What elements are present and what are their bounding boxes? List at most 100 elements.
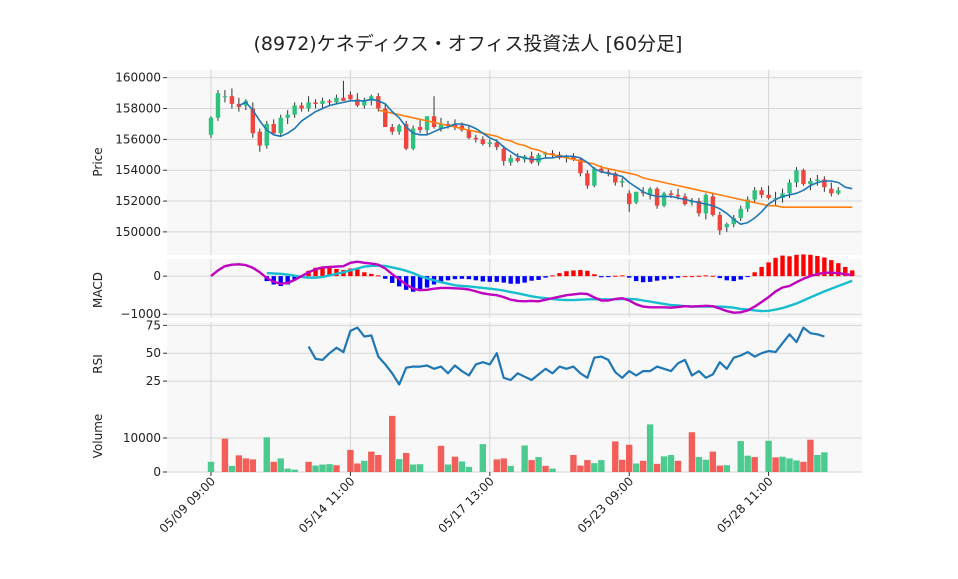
candle-body (376, 96, 381, 109)
volume-bar (744, 455, 751, 472)
volume-bar (361, 460, 368, 472)
candle-body (250, 108, 256, 134)
macd-hist-bar (717, 276, 723, 279)
candle (592, 167, 597, 188)
volume-bar (660, 456, 668, 472)
candle-body (620, 181, 625, 183)
volume-bar (598, 460, 605, 472)
macd-hist-bar (487, 276, 492, 282)
candle-body (306, 102, 311, 109)
macd-hist-bar (271, 276, 276, 285)
macd-hist-bar (822, 257, 827, 277)
candle-body (724, 224, 729, 228)
volume-bar (695, 457, 703, 472)
candle (633, 191, 639, 205)
volume-bar (312, 465, 319, 472)
candle-body (390, 127, 395, 132)
candle (724, 222, 729, 232)
macd-hist-bar (515, 276, 520, 284)
volume-ytick-label-1: 10000 (123, 431, 161, 445)
volume-bar (291, 469, 298, 472)
xtick-label-2: 05/17 13:00 (435, 474, 497, 536)
candle-body (348, 94, 353, 100)
macd-hist-bar (801, 254, 806, 277)
candle-body (738, 208, 743, 218)
macd-hist-bar (466, 276, 472, 280)
volume-bar (319, 464, 326, 472)
candle-body (341, 97, 346, 101)
volume-bar (584, 460, 591, 472)
volume-bar (639, 460, 647, 472)
candle-body (627, 193, 632, 205)
macd-hist-bar (396, 276, 402, 287)
candle (306, 96, 311, 112)
macd-hist-bar (787, 256, 792, 277)
volume-bar (577, 465, 584, 472)
macd-hist-bar (508, 276, 513, 284)
candle (313, 99, 318, 109)
candle (292, 102, 297, 118)
candle (341, 80, 346, 101)
candle-body (696, 201, 702, 214)
macd-hist-bar (794, 254, 799, 277)
candle (320, 97, 325, 109)
candle-body (424, 116, 430, 131)
macd-panel-bg (167, 259, 862, 318)
volume-bar (277, 458, 284, 472)
macd-hist-bar (543, 276, 548, 278)
candle-body (571, 156, 576, 160)
candle (222, 90, 228, 103)
candle-body (334, 97, 339, 103)
volume-bar (458, 461, 466, 472)
macd-hist-bar (661, 276, 667, 280)
volume-bar (284, 468, 291, 472)
candle-body (229, 96, 235, 104)
candle (766, 185, 771, 200)
candle-body (759, 190, 764, 195)
volume-bar (535, 457, 542, 472)
price-ytick-label-4: 158000 (115, 102, 161, 116)
candle (327, 99, 332, 106)
price-panel-bg (167, 70, 862, 255)
volume-bar (667, 455, 675, 472)
volume-bar (347, 449, 354, 472)
macd-hist-bar (459, 276, 465, 279)
macd-hist-bar (585, 270, 590, 277)
candle-body (292, 105, 297, 115)
candle-body (578, 159, 583, 174)
candle-body (801, 170, 806, 185)
price-ytick-label-5: 160000 (115, 71, 161, 85)
candle-body (215, 93, 221, 118)
candle (473, 134, 479, 143)
volume-bar (507, 465, 514, 472)
candle-body (403, 123, 409, 149)
macd-hist-bar (501, 276, 506, 283)
macd-hist-bar (815, 255, 820, 277)
candle-body (822, 179, 827, 188)
macd-hist-bar (550, 275, 555, 277)
candle (487, 139, 492, 148)
candle (278, 114, 283, 137)
macd-hist-bar (578, 270, 583, 277)
price-ytick-label-2: 154000 (115, 163, 161, 177)
price-ytick-label-3: 156000 (115, 132, 161, 146)
rsi-panel-bg (167, 322, 862, 409)
rsi-line (307, 326, 825, 386)
volume-bar (702, 459, 710, 472)
candle-body (794, 170, 799, 183)
candle (348, 91, 353, 101)
volume-bar (814, 455, 821, 472)
volume-bar (263, 437, 270, 472)
candle (334, 94, 339, 104)
candle-body (236, 103, 242, 107)
candle (424, 116, 430, 135)
ma-long-line (378, 109, 853, 208)
rsi-ytick-label-1: 50 (146, 346, 161, 360)
macd-hist-bar (480, 276, 486, 282)
candle-body (299, 105, 304, 109)
candle-body (362, 100, 367, 106)
volume-bar (821, 452, 828, 472)
macd-hist-bar (766, 262, 771, 277)
rsi-ylabel: RSI (91, 354, 105, 374)
